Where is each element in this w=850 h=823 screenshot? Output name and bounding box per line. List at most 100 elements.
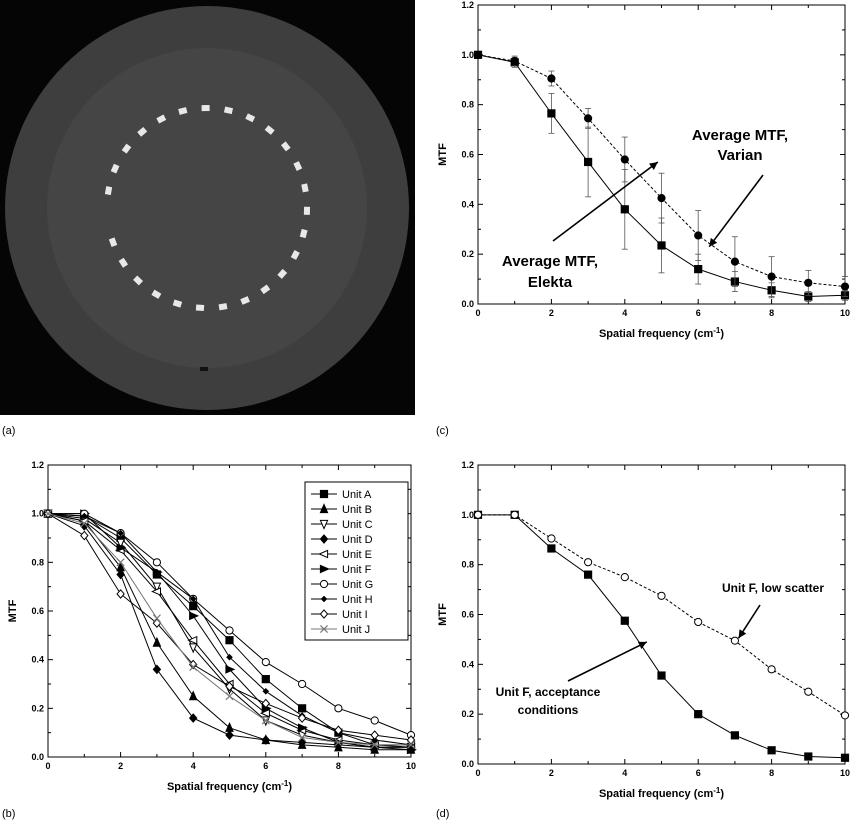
line-pair-bar <box>218 303 228 311</box>
data-point <box>804 752 813 761</box>
data-point <box>584 570 593 579</box>
phantom-image <box>0 0 415 415</box>
data-point <box>152 636 162 647</box>
data-point <box>297 737 307 748</box>
panel-label-b: (b) <box>2 808 16 820</box>
annotation-elekta: Elekta <box>528 274 573 291</box>
line-pair-bar <box>156 114 167 124</box>
line-pair-bar <box>108 237 118 247</box>
legend-label: Unit C <box>342 519 373 531</box>
annotation-varian: Average MTF, <box>692 127 788 144</box>
legend-marker <box>319 609 329 619</box>
legend-marker <box>319 503 329 514</box>
data-point <box>547 109 556 118</box>
x-tick-label: 8 <box>336 761 341 771</box>
legend-entry: Unit I <box>311 609 368 621</box>
line-pair-bar <box>303 206 311 215</box>
data-point <box>510 56 519 66</box>
legend-entry: Unit D <box>311 534 373 546</box>
legend-entry: Unit E <box>311 549 372 561</box>
phantom-inner-disc <box>47 48 367 368</box>
annotation-varian: Varian <box>717 147 762 164</box>
data-point <box>298 733 307 742</box>
annotation-elekta: Average MTF, <box>502 253 598 270</box>
y-tick-label: 0.8 <box>461 560 474 570</box>
y-tick-label: 1.0 <box>461 50 474 60</box>
panel-label-d: (d) <box>436 808 450 820</box>
data-point <box>187 635 198 645</box>
data-point <box>297 713 307 723</box>
data-point <box>225 730 234 740</box>
data-point <box>189 611 200 621</box>
data-point <box>694 265 703 274</box>
data-point <box>116 589 125 599</box>
annotation-arrow-elekta <box>552 161 659 242</box>
x-tick-label: 4 <box>622 768 627 778</box>
data-point <box>298 704 307 713</box>
y-tick-label: 1.0 <box>461 510 474 520</box>
y-tick-label: 1.2 <box>31 460 44 470</box>
y-tick-label: 0.8 <box>461 100 474 110</box>
y-tick-label: 1.0 <box>31 509 44 519</box>
data-point <box>473 510 483 519</box>
data-point <box>80 512 88 520</box>
data-point <box>225 721 234 732</box>
data-point <box>510 510 519 519</box>
data-point <box>188 643 198 654</box>
data-point <box>334 704 343 713</box>
legend-label: Unit F <box>342 564 372 576</box>
line-pair-bar <box>110 163 120 174</box>
plot-frame <box>477 464 846 765</box>
series-line <box>478 514 846 716</box>
data-point <box>80 519 89 528</box>
data-point <box>370 730 379 740</box>
legend-label: Unit H <box>342 594 373 606</box>
data-point <box>225 665 236 674</box>
annotation-arrow-acceptance-head <box>637 641 647 650</box>
line-pair-bar <box>290 250 300 260</box>
y-tick-label: 0.0 <box>461 299 474 309</box>
data-point <box>730 636 739 645</box>
data-point <box>261 658 270 667</box>
data-point <box>694 617 703 627</box>
y-tick-label: 0.4 <box>461 659 474 669</box>
x-tick-label: 8 <box>769 768 774 778</box>
data-point <box>189 662 198 671</box>
data-point <box>152 664 162 675</box>
legend-entry: Unit B <box>311 503 372 516</box>
data-point <box>188 713 198 723</box>
data-point <box>334 725 343 736</box>
x-tick-label: 6 <box>696 308 701 318</box>
data-point <box>657 194 666 203</box>
line-pair-bar <box>280 141 291 152</box>
x-axis-label: Spatial frequency (cm-1) <box>167 779 292 793</box>
series <box>43 508 416 745</box>
y-axis-label: MTF <box>7 599 19 622</box>
legend-entry: Unit F <box>311 564 372 576</box>
line-pair-bar <box>223 106 234 115</box>
legend-marker <box>319 519 329 530</box>
data-point <box>620 155 629 164</box>
legend-label: Unit I <box>342 609 368 621</box>
data-point <box>370 716 379 725</box>
chart-d-unit-f-mtf: 0 2 4 6 8 10 0.0 0.2 0.4 0.6 0.8 1.0 1.2 Spatial freq… <box>437 460 850 800</box>
data-point <box>804 278 813 287</box>
data-point <box>262 687 270 695</box>
data-point <box>547 534 556 543</box>
line-pair-bar <box>172 299 183 308</box>
data-point <box>225 626 234 635</box>
panel-label-c: (c) <box>436 425 449 437</box>
line-pair-bar <box>195 304 205 312</box>
series <box>473 510 850 720</box>
data-point <box>152 558 161 567</box>
x-tick-label: 2 <box>549 308 554 318</box>
data-point <box>840 753 850 762</box>
y-tick-label: 0.2 <box>461 709 474 719</box>
legend-marker <box>320 595 328 603</box>
line-pair-bar <box>151 289 162 299</box>
line-pair-bar <box>245 113 256 123</box>
data-point <box>298 679 307 689</box>
data-point <box>584 157 593 167</box>
x-tick-label: 10 <box>406 761 416 771</box>
data-point <box>261 698 271 709</box>
